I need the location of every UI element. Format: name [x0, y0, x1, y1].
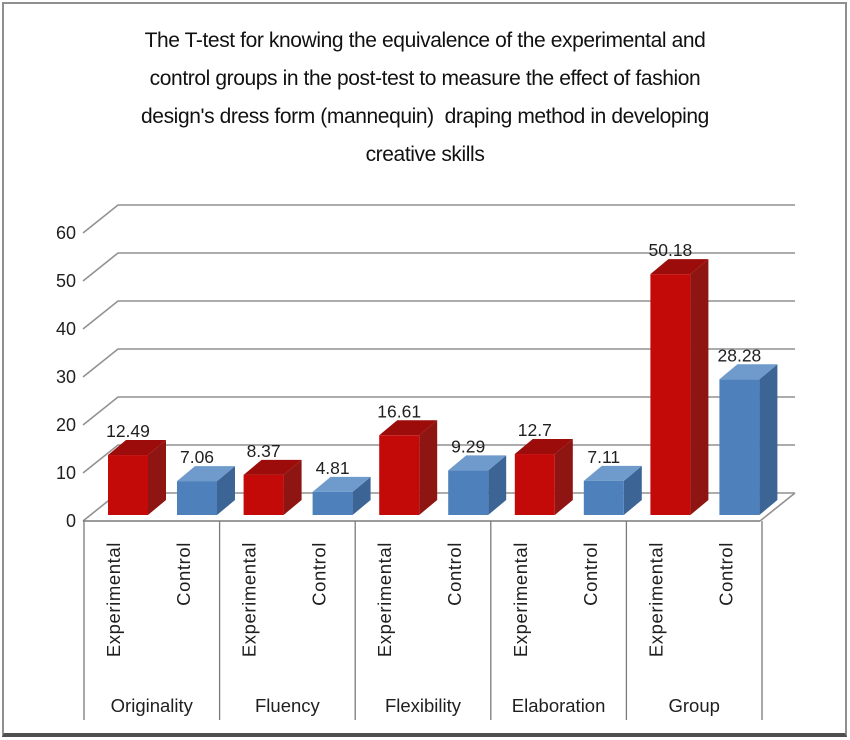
series-label-experimental-fluency: Experimental — [239, 542, 260, 657]
bar-front-face — [243, 474, 284, 515]
bar-side-face — [623, 465, 642, 515]
gridline-50 — [82, 252, 795, 282]
bar-side-face — [690, 259, 709, 515]
bar-experimental-flexibility: 16.61 — [377, 401, 438, 515]
y-axis-tick-30: 30 — [56, 367, 76, 387]
series-label-experimental-originality: Experimental — [103, 542, 124, 657]
series-label-control-flexibility: Control — [444, 542, 465, 606]
bar-side-face — [283, 459, 302, 515]
series-label-experimental-group: Experimental — [645, 542, 666, 657]
bar-front-face — [719, 379, 760, 515]
gridline-30 — [82, 348, 795, 378]
bar-front-face — [312, 491, 353, 515]
bar-top-face — [177, 466, 235, 482]
chart-title-line-1: The T-test for knowing the equivalence o… — [144, 29, 706, 52]
bar-experimental-elaboration: 12.7 — [514, 420, 573, 515]
gridline-40 — [82, 300, 795, 330]
chart-title-line-4: creative skills — [365, 143, 485, 166]
series-label-control-elaboration: Control — [580, 542, 601, 606]
chart-title-line-3: design's dress form (mannequin) draping … — [141, 105, 709, 128]
bar-side-face — [488, 455, 507, 515]
bar-top-face — [312, 476, 371, 492]
category-label-elaboration: Elaboration — [512, 695, 606, 716]
series-label-experimental-flexibility: Experimental — [374, 542, 395, 657]
bar-control-group: 28.28 — [718, 345, 778, 515]
category-label-originality: Originality — [111, 695, 194, 716]
bar-front-face — [108, 455, 148, 515]
bar-control-elaboration: 7.11 — [583, 447, 642, 515]
bar-experimental-originality: 12.49 — [106, 421, 166, 515]
series-label-control-group: Control — [715, 542, 736, 606]
y-axis-tick-60: 60 — [56, 223, 76, 243]
series-label-control-fluency: Control — [309, 542, 330, 606]
bar-side-face — [419, 420, 438, 515]
value-label-control-fluency: 4.81 — [316, 458, 350, 478]
value-label-experimental-elaboration: 12.7 — [518, 420, 552, 440]
bar-control-originality: 7.06 — [177, 447, 235, 515]
category-label-group: Group — [668, 695, 719, 716]
chart-title: The T-test for knowing the equivalence o… — [0, 22, 850, 174]
bar-top-face — [650, 259, 709, 275]
value-label-experimental-originality: 12.49 — [106, 421, 150, 441]
gridline-60 — [82, 204, 795, 234]
bar-top-face — [379, 420, 438, 436]
chart-title-line-2: control groups in the post-test to measu… — [149, 67, 701, 90]
value-label-control-group: 28.28 — [718, 345, 762, 365]
y-axis-tick-10: 10 — [56, 463, 76, 483]
value-label-experimental-flexibility: 16.61 — [377, 401, 421, 421]
value-label-experimental-fluency: 8.37 — [247, 441, 281, 461]
bar-side-face — [217, 466, 235, 515]
floor-right-edge — [759, 492, 796, 522]
bar-side-face — [352, 476, 371, 515]
bar-experimental-fluency: 8.37 — [243, 441, 302, 515]
y-axis-tick-0: 0 — [66, 511, 76, 531]
gridline-20 — [82, 396, 795, 426]
bar-side-face — [148, 440, 166, 515]
bar-front-face — [650, 274, 691, 515]
y-axis-tick-20: 20 — [56, 415, 76, 435]
bar-control-flexibility: 9.29 — [448, 436, 507, 515]
y-axis-tick-40: 40 — [56, 319, 76, 339]
bar-top-face — [108, 440, 166, 456]
bar-top-face — [514, 439, 573, 455]
category-label-flexibility: Flexibility — [385, 695, 462, 716]
bar-front-face — [177, 481, 217, 515]
bar-front-face — [514, 454, 555, 515]
value-label-control-flexibility: 9.29 — [451, 436, 485, 456]
bar-top-face — [448, 455, 507, 471]
bar-front-face — [379, 435, 420, 515]
series-label-experimental-elaboration: Experimental — [510, 542, 531, 657]
value-label-experimental-group: 50.18 — [649, 240, 693, 260]
series-label-control-originality: Control — [173, 542, 194, 606]
bar-side-face — [554, 439, 573, 515]
value-label-control-originality: 7.06 — [180, 447, 214, 467]
bar-front-face — [583, 480, 624, 515]
bar-control-fluency: 4.81 — [312, 458, 371, 515]
bar-side-face — [759, 364, 778, 515]
bar-front-face — [448, 470, 489, 515]
category-label-fluency: Fluency — [255, 695, 321, 716]
bar-top-face — [243, 459, 302, 475]
bar-experimental-group: 50.18 — [649, 240, 709, 515]
bar-top-face — [719, 364, 778, 380]
value-label-control-elaboration: 7.11 — [587, 447, 620, 467]
y-axis-tick-50: 50 — [56, 271, 76, 291]
bar-top-face — [583, 465, 642, 481]
